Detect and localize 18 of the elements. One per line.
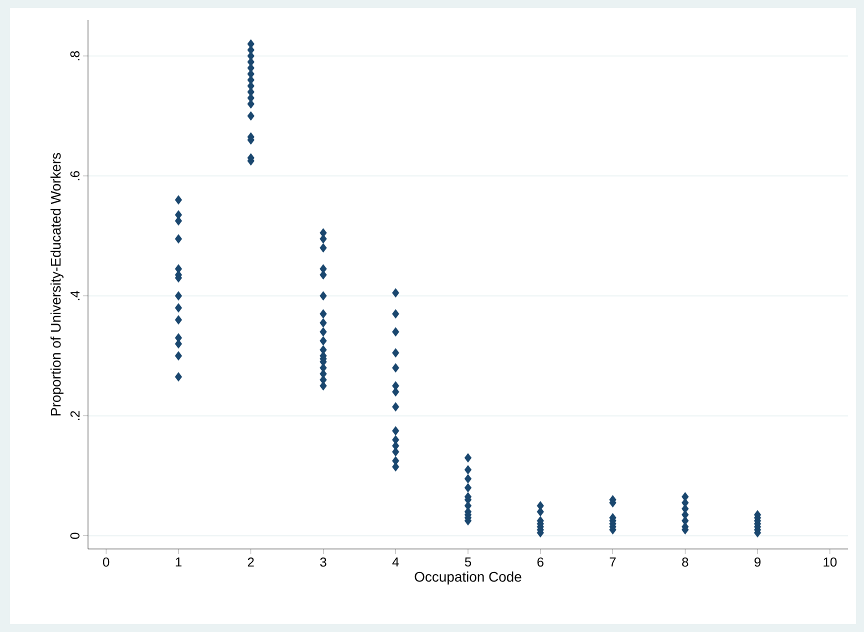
- y-tick-label: .8: [70, 51, 80, 60]
- x-tick-label: 5: [464, 558, 472, 567]
- y-tick-label: .6: [70, 171, 80, 180]
- x-tick-label: 9: [754, 558, 761, 567]
- x-tick-label: 1: [176, 558, 182, 566]
- x-tick-label: 8: [682, 558, 688, 567]
- y-axis-title: Proportion of University-Educated Workers: [50, 152, 64, 416]
- y-tick-label: 0: [70, 532, 80, 539]
- x-tick-label: 10: [824, 558, 837, 567]
- y-tick-label: .4: [70, 290, 80, 300]
- y-tick-label: .2: [70, 411, 80, 420]
- x-tick-label: 6: [537, 558, 544, 567]
- x-axis-title: Occupation Code: [414, 572, 522, 585]
- x-tick-label: 4: [392, 558, 399, 566]
- x-tick-label: 2: [248, 558, 254, 567]
- x-tick-label: 3: [320, 558, 326, 567]
- x-tick-label: 0: [103, 558, 110, 567]
- x-tick-label: 7: [610, 558, 616, 566]
